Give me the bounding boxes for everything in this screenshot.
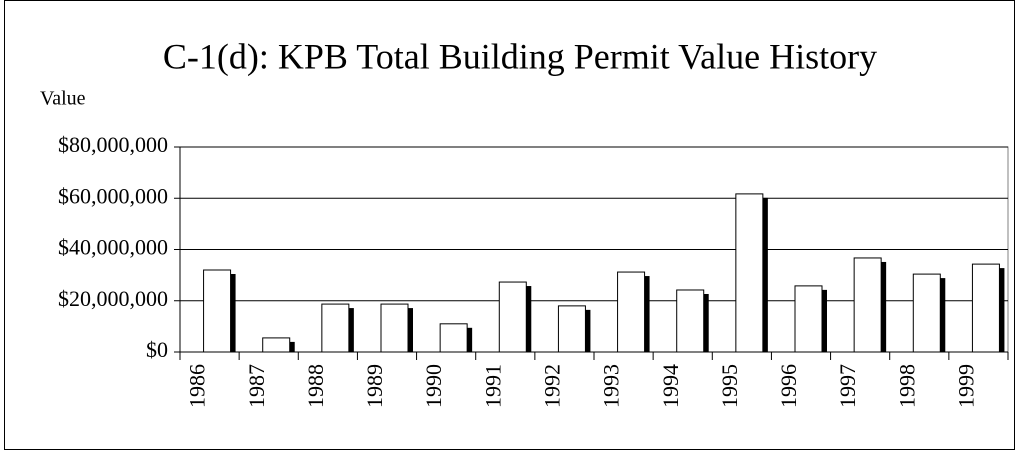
x-tick-label: 1997 [835,364,860,408]
x-tick-label: 1993 [599,364,624,408]
bar [262,337,291,353]
bar [203,269,232,353]
x-tick-label: 1999 [953,364,978,408]
bar [321,303,350,353]
bar [912,273,941,353]
bar [676,289,705,353]
x-tick-label: 1995 [717,364,742,408]
x-tick-label: 1990 [421,364,446,408]
chart-title: C-1(d): KPB Total Building Permit Value … [163,36,877,76]
bar [853,257,882,353]
x-tick-label: 1994 [658,364,683,408]
bar [794,285,823,353]
x-tick-label: 1989 [362,364,387,408]
y-tick-label: $40,000,000 [58,235,168,260]
y-tick-label: $80,000,000 [58,132,168,157]
bar [498,281,527,353]
bar [380,303,409,353]
x-tick-label: 1992 [539,364,564,408]
x-tick-label: 1996 [776,364,801,408]
bar [557,305,586,353]
y-tick-label: $0 [146,337,168,362]
x-tick-label: 1986 [185,364,210,408]
y-axis-label: Value [40,88,86,110]
bar [971,263,1000,353]
x-tick-label: 1988 [303,364,328,408]
y-tick-label: $20,000,000 [58,286,168,311]
bar [439,323,468,353]
x-tick-label: 1987 [244,364,269,408]
y-tick-label: $60,000,000 [58,183,168,208]
x-tick-label: 1991 [480,364,505,408]
bar [735,193,764,353]
bar [617,271,646,353]
x-tick-label: 1998 [894,364,919,408]
